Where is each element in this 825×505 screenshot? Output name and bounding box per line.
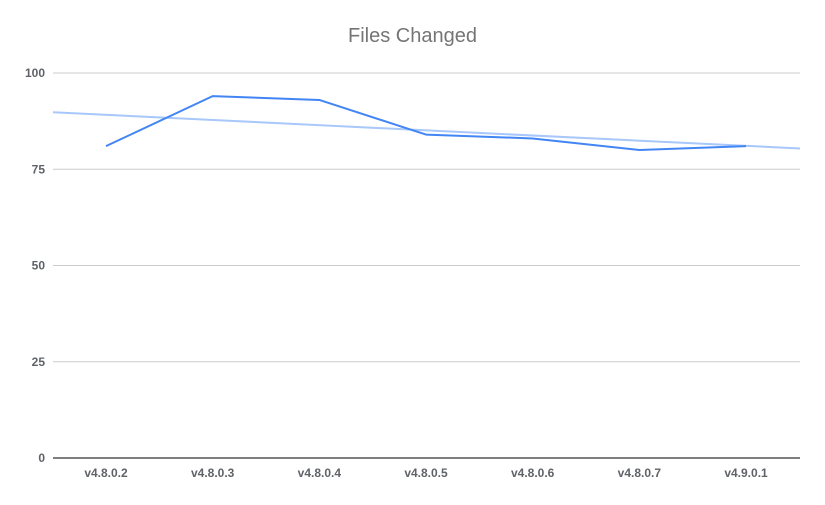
chart-title: Files Changed [348,25,477,47]
x-tick-label: v4.8.0.3 [191,466,235,480]
x-tick-label: v4.8.0.5 [404,466,448,480]
y-tick-label: 100 [25,66,45,80]
x-tick-label: v4.8.0.6 [511,466,555,480]
y-tick-label: 0 [38,451,45,465]
y-tick-label: 50 [32,259,46,273]
trendline [52,111,801,150]
x-tick-label: v4.8.0.2 [84,466,128,480]
y-tick-label: 25 [32,355,46,369]
x-tick-label: v4.9.0.1 [724,466,768,480]
x-tick-label: v4.8.0.7 [618,466,662,480]
y-tick-label: 75 [32,162,46,176]
x-tick-label: v4.8.0.4 [298,466,342,480]
